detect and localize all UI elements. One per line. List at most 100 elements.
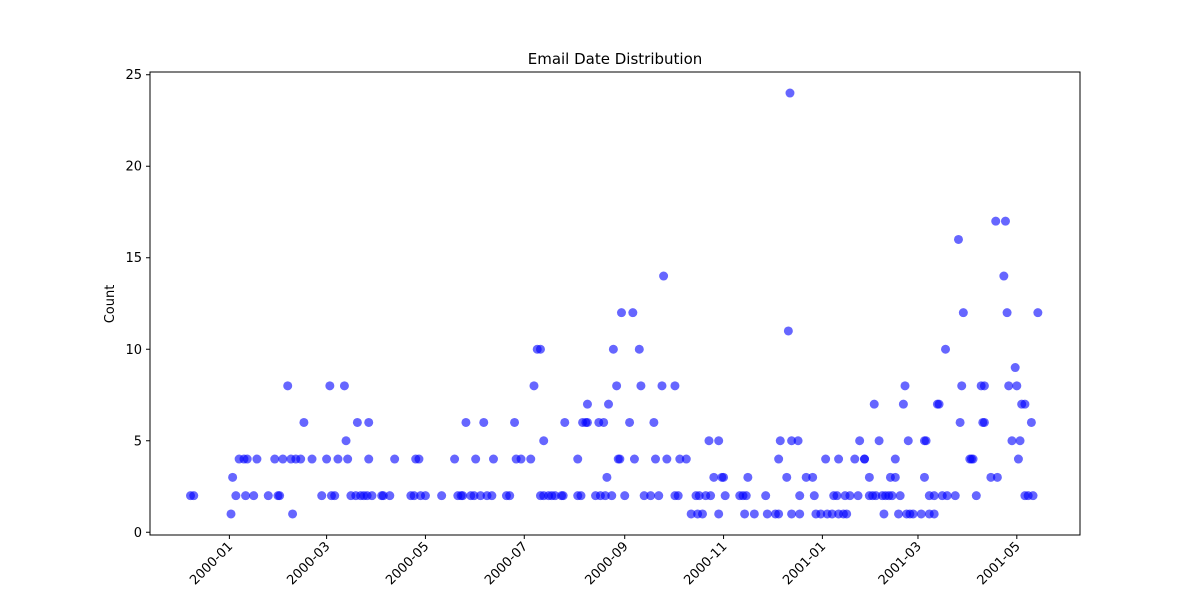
point — [834, 454, 844, 464]
point — [628, 308, 638, 318]
point — [275, 491, 285, 501]
x-tick-label: 2000-03 — [284, 539, 333, 588]
point — [576, 491, 586, 501]
point — [955, 417, 965, 427]
point — [903, 436, 913, 446]
point — [479, 417, 489, 427]
point — [809, 491, 819, 501]
point — [535, 344, 545, 354]
point — [675, 454, 685, 464]
point — [488, 454, 498, 464]
point — [895, 491, 905, 501]
point — [231, 491, 241, 501]
y-tick-label: 5 — [134, 434, 142, 449]
point — [558, 491, 568, 501]
point — [986, 472, 996, 482]
point — [869, 399, 879, 409]
point — [941, 344, 951, 354]
point — [539, 436, 549, 446]
point — [714, 436, 724, 446]
point — [252, 454, 262, 464]
point — [782, 472, 792, 482]
point — [657, 381, 667, 391]
point — [686, 509, 696, 519]
point — [704, 436, 714, 446]
point — [458, 491, 468, 501]
point — [242, 454, 252, 464]
point — [526, 454, 536, 464]
point — [979, 381, 989, 391]
point — [697, 509, 707, 519]
point — [953, 234, 963, 244]
point — [827, 509, 837, 519]
point — [821, 454, 831, 464]
y-tick-label: 0 — [134, 526, 142, 541]
point — [414, 454, 424, 464]
point — [1013, 454, 1023, 464]
point — [929, 491, 939, 501]
point — [934, 399, 944, 409]
point — [774, 509, 784, 519]
point — [853, 491, 863, 501]
point — [1000, 216, 1010, 226]
point — [673, 491, 683, 501]
point — [957, 381, 967, 391]
point — [487, 491, 497, 501]
point — [607, 491, 617, 501]
axes-frame — [149, 71, 1081, 536]
point — [333, 454, 343, 464]
point — [550, 491, 560, 501]
point — [505, 491, 515, 501]
point — [299, 417, 309, 427]
y-axis-label: Count — [103, 285, 118, 324]
point — [343, 454, 353, 464]
point — [942, 491, 952, 501]
chart-title: Email Date Distribution — [528, 50, 703, 68]
point — [469, 491, 479, 501]
point — [950, 491, 960, 501]
point — [616, 308, 626, 318]
point — [670, 381, 680, 391]
point — [898, 399, 908, 409]
point — [615, 454, 625, 464]
point — [409, 491, 419, 501]
point — [582, 417, 592, 427]
point — [864, 472, 874, 482]
point — [740, 509, 750, 519]
point — [649, 417, 659, 427]
y-tick-label: 25 — [125, 68, 142, 83]
point — [437, 491, 447, 501]
point — [385, 491, 395, 501]
point — [979, 417, 989, 427]
point — [516, 454, 526, 464]
point — [608, 344, 618, 354]
point — [874, 436, 884, 446]
point — [681, 454, 691, 464]
point — [364, 454, 374, 464]
point — [600, 491, 610, 501]
point — [908, 509, 918, 519]
point — [529, 381, 539, 391]
point — [390, 454, 400, 464]
point — [741, 491, 751, 501]
point — [774, 454, 784, 464]
point — [249, 491, 259, 501]
point — [228, 472, 238, 482]
point — [1015, 436, 1025, 446]
point — [761, 491, 771, 501]
point — [378, 491, 388, 501]
x-tick-label: 2000-05 — [383, 539, 432, 588]
point — [968, 454, 978, 464]
point — [992, 472, 1002, 482]
point — [775, 436, 785, 446]
point — [510, 417, 520, 427]
point — [1026, 417, 1036, 427]
point — [283, 381, 293, 391]
y-tick-label: 15 — [125, 251, 142, 266]
point — [364, 417, 374, 427]
point — [787, 509, 797, 519]
point — [330, 491, 340, 501]
point — [894, 509, 904, 519]
point — [706, 491, 716, 501]
point — [639, 491, 649, 501]
